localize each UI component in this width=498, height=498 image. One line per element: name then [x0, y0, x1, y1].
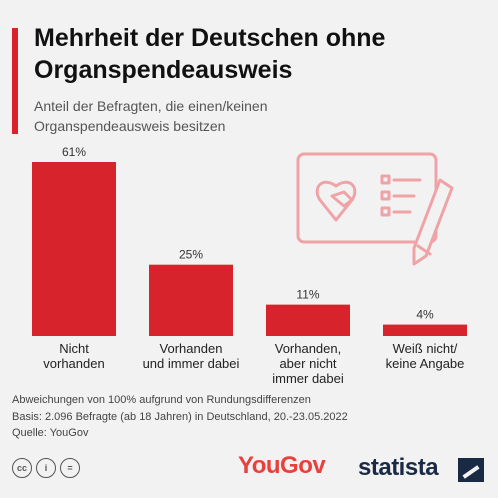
category-label-0: Nicht vorhanden [43, 341, 104, 371]
value-label-0: 61% [62, 145, 86, 159]
chart-title: Mehrheit der Deutschen ohne Organspendea… [34, 24, 386, 84]
no-derivatives-icon[interactable]: = [60, 458, 80, 478]
chart-subtitle: Anteil der Befragten, die einen/keinen O… [34, 98, 268, 134]
value-label-1: 25% [179, 248, 203, 262]
attribution-icon[interactable]: i [36, 458, 56, 478]
footnote-rounding: Abweichungen von 100% aufgrund von Rundu… [12, 394, 311, 406]
category-label-3: Weiß nicht/keine Angabe [386, 341, 465, 371]
footnotes: Abweichungen von 100% aufgrund von Rundu… [12, 392, 482, 442]
category-label-2: Vorhanden, aber nicht immer dabei [272, 341, 344, 386]
statista-logo[interactable]: statista [358, 454, 439, 481]
cc-license-icon[interactable]: cc [12, 458, 32, 478]
yougov-logo[interactable]: YouGov [238, 452, 326, 479]
organ-donor-card-icon [296, 152, 454, 266]
footnote-base: Basis: 2.096 Befragte (ab 18 Jahren) in … [12, 410, 348, 423]
bar-2 [266, 304, 350, 336]
bar-3 [383, 324, 467, 336]
bar-chart: 61% Nicht vorhanden 25% Vorhanden und immer d… [32, 145, 467, 386]
title-accent-bar [12, 28, 18, 134]
license-icons: cc i = [12, 458, 80, 478]
statista-logo-mark [458, 458, 484, 482]
footnote-source: Quelle: YouGov [12, 427, 89, 439]
category-label-1: Vorhanden und immer dabei [143, 341, 240, 371]
value-label-3: 4% [416, 308, 434, 322]
value-label-2: 11% [296, 288, 319, 302]
bar-0 [32, 162, 116, 336]
bar-1 [149, 264, 233, 336]
